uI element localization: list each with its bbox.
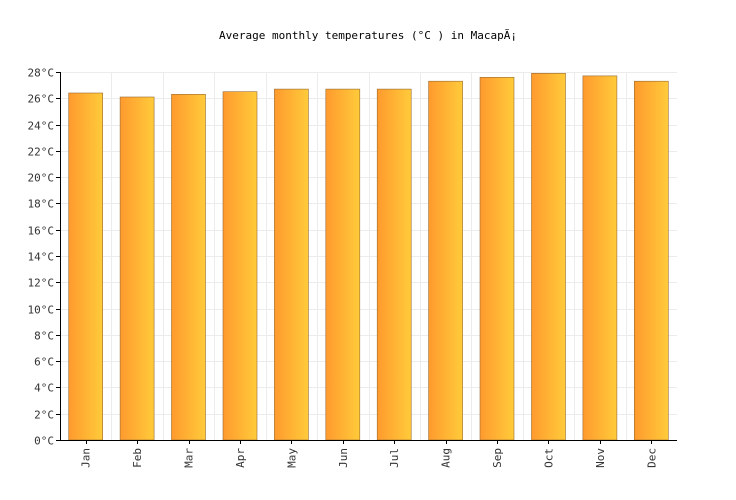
- y-tick-label: 4°C: [34, 382, 54, 395]
- bar-may: [274, 88, 309, 441]
- x-tick-label: Feb: [131, 448, 144, 468]
- y-tick-label: 26°C: [28, 93, 55, 106]
- bar-aug: [428, 80, 463, 441]
- y-tick-label: 0°C: [34, 435, 54, 448]
- y-tick-label: 10°C: [28, 304, 55, 317]
- bar-nov: [582, 75, 618, 441]
- x-tick-label: Jul: [388, 448, 401, 468]
- bar-feb: [119, 96, 155, 441]
- x-tick-label: May: [285, 448, 298, 468]
- bar-jan: [68, 92, 103, 441]
- x-tick-label: Nov: [594, 448, 607, 468]
- y-tick-label: 20°C: [28, 172, 55, 185]
- bar-sep: [479, 77, 515, 441]
- bar-mar: [171, 94, 206, 441]
- x-tick-label: Dec: [645, 448, 658, 468]
- x-tick-label: Jun: [337, 448, 350, 468]
- y-tick-label: 16°C: [28, 225, 55, 238]
- y-tick-label: 14°C: [28, 251, 55, 264]
- bar-apr: [222, 91, 258, 441]
- x-tick-label: Sep: [491, 448, 504, 468]
- chart-title: Average monthly temperatures (°C ) in Ma…: [218, 29, 517, 42]
- x-tick-label: Jan: [80, 448, 93, 468]
- x-tick-label: Aug: [440, 448, 453, 468]
- axes: [56, 72, 677, 444]
- y-tick-label: 2°C: [34, 409, 54, 422]
- y-tick-label: 22°C: [28, 146, 55, 159]
- y-tick-label: 28°C: [28, 67, 55, 80]
- y-tick-label: 18°C: [28, 198, 55, 211]
- x-tick-label: Oct: [542, 448, 555, 468]
- bar-dec: [633, 80, 669, 441]
- y-tick-label: 12°C: [28, 277, 55, 290]
- y-tick-label: 8°C: [34, 330, 54, 343]
- bar-jul: [376, 88, 412, 441]
- bar-oct: [531, 73, 566, 441]
- x-tick-label: Mar: [183, 448, 196, 468]
- bar-jun: [325, 88, 361, 441]
- bars: [68, 73, 669, 441]
- tick-labels: 0°C 2°C 4°C 6°C 8°C 10°C 12°C 14°C 16°C 18°C 20°C 2…: [28, 67, 659, 468]
- x-tick-label: Apr: [234, 448, 247, 468]
- y-tick-label: 6°C: [34, 356, 54, 369]
- y-tick-label: 24°C: [28, 120, 55, 133]
- grid-lines: [60, 72, 677, 440]
